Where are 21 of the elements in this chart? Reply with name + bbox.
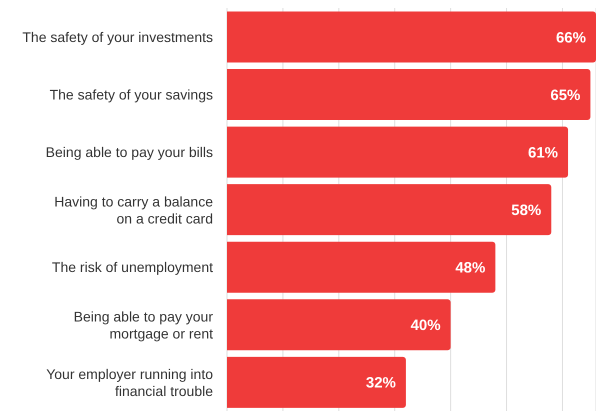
y-tick-label: The safety of your savings [50, 86, 213, 102]
y-tick-label: Being able to pay your bills [46, 144, 213, 160]
y-tick-label: The safety of your investments [22, 28, 213, 45]
data-label: 32% [366, 374, 396, 392]
y-tick-label: Being able to pay your mortgage or rent [74, 308, 214, 342]
bar [227, 242, 496, 293]
y-tick-label: Your employer running into financial trouble [46, 366, 214, 400]
y-tick-label: Having to carry a balance on a credit card [54, 194, 214, 226]
bar [227, 69, 590, 120]
data-label: 48% [455, 260, 486, 277]
bar [227, 126, 568, 178]
bar [227, 11, 596, 62]
data-label: 58% [511, 202, 542, 219]
data-label: 40% [410, 317, 441, 334]
bar [227, 356, 406, 408]
data-label: 61% [528, 144, 558, 162]
bar [227, 184, 552, 236]
y-tick-label: The risk of unemployment [52, 259, 214, 276]
bar [227, 299, 451, 350]
data-label: 66% [556, 29, 586, 46]
data-label: 65% [550, 86, 580, 104]
